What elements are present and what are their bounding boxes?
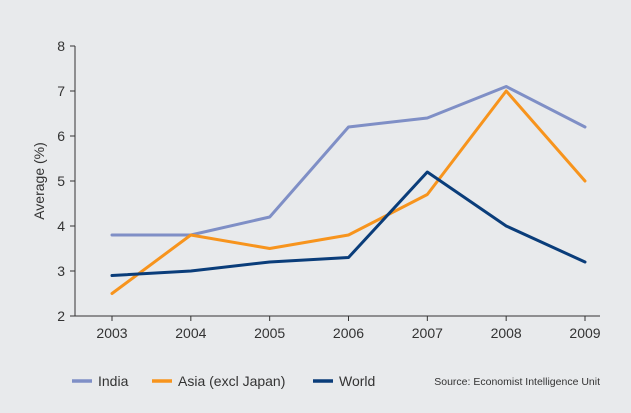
legend: India Asia (excl Japan) World <box>72 373 375 389</box>
x-tick-label: 2004 <box>175 325 206 341</box>
tick-labels: 2 3 4 5 6 7 8 2003 2004 2005 2006 2007 2008 2009 <box>57 38 601 341</box>
y-axis-label: Average (%) <box>31 142 47 220</box>
y-tick-label: 8 <box>57 38 65 54</box>
y-tick-label: 6 <box>57 128 65 144</box>
series-line-world <box>110 170 587 277</box>
y-tick-label: 5 <box>57 173 65 189</box>
x-tick-label: 2009 <box>569 325 600 341</box>
source-note: Source: Economist Intelligence Unit <box>434 376 600 388</box>
legend-label: India <box>98 373 129 389</box>
x-tick-label: 2003 <box>96 325 127 341</box>
legend-label: World <box>339 373 375 389</box>
axes <box>70 45 600 321</box>
legend-label: Asia (excl Japan) <box>178 373 285 389</box>
series-line-india <box>110 85 587 237</box>
y-tick-label: 4 <box>57 218 65 234</box>
x-tick-label: 2008 <box>491 325 522 341</box>
y-tick-label: 7 <box>57 83 65 99</box>
x-tick-label: 2005 <box>254 325 285 341</box>
y-tick-label: 3 <box>57 263 65 279</box>
series-lines <box>110 85 587 295</box>
y-tick-label: 2 <box>57 308 65 324</box>
x-tick-label: 2007 <box>412 325 443 341</box>
x-tick-label: 2006 <box>333 325 364 341</box>
series-line-asia-excl-japan <box>110 89 587 295</box>
